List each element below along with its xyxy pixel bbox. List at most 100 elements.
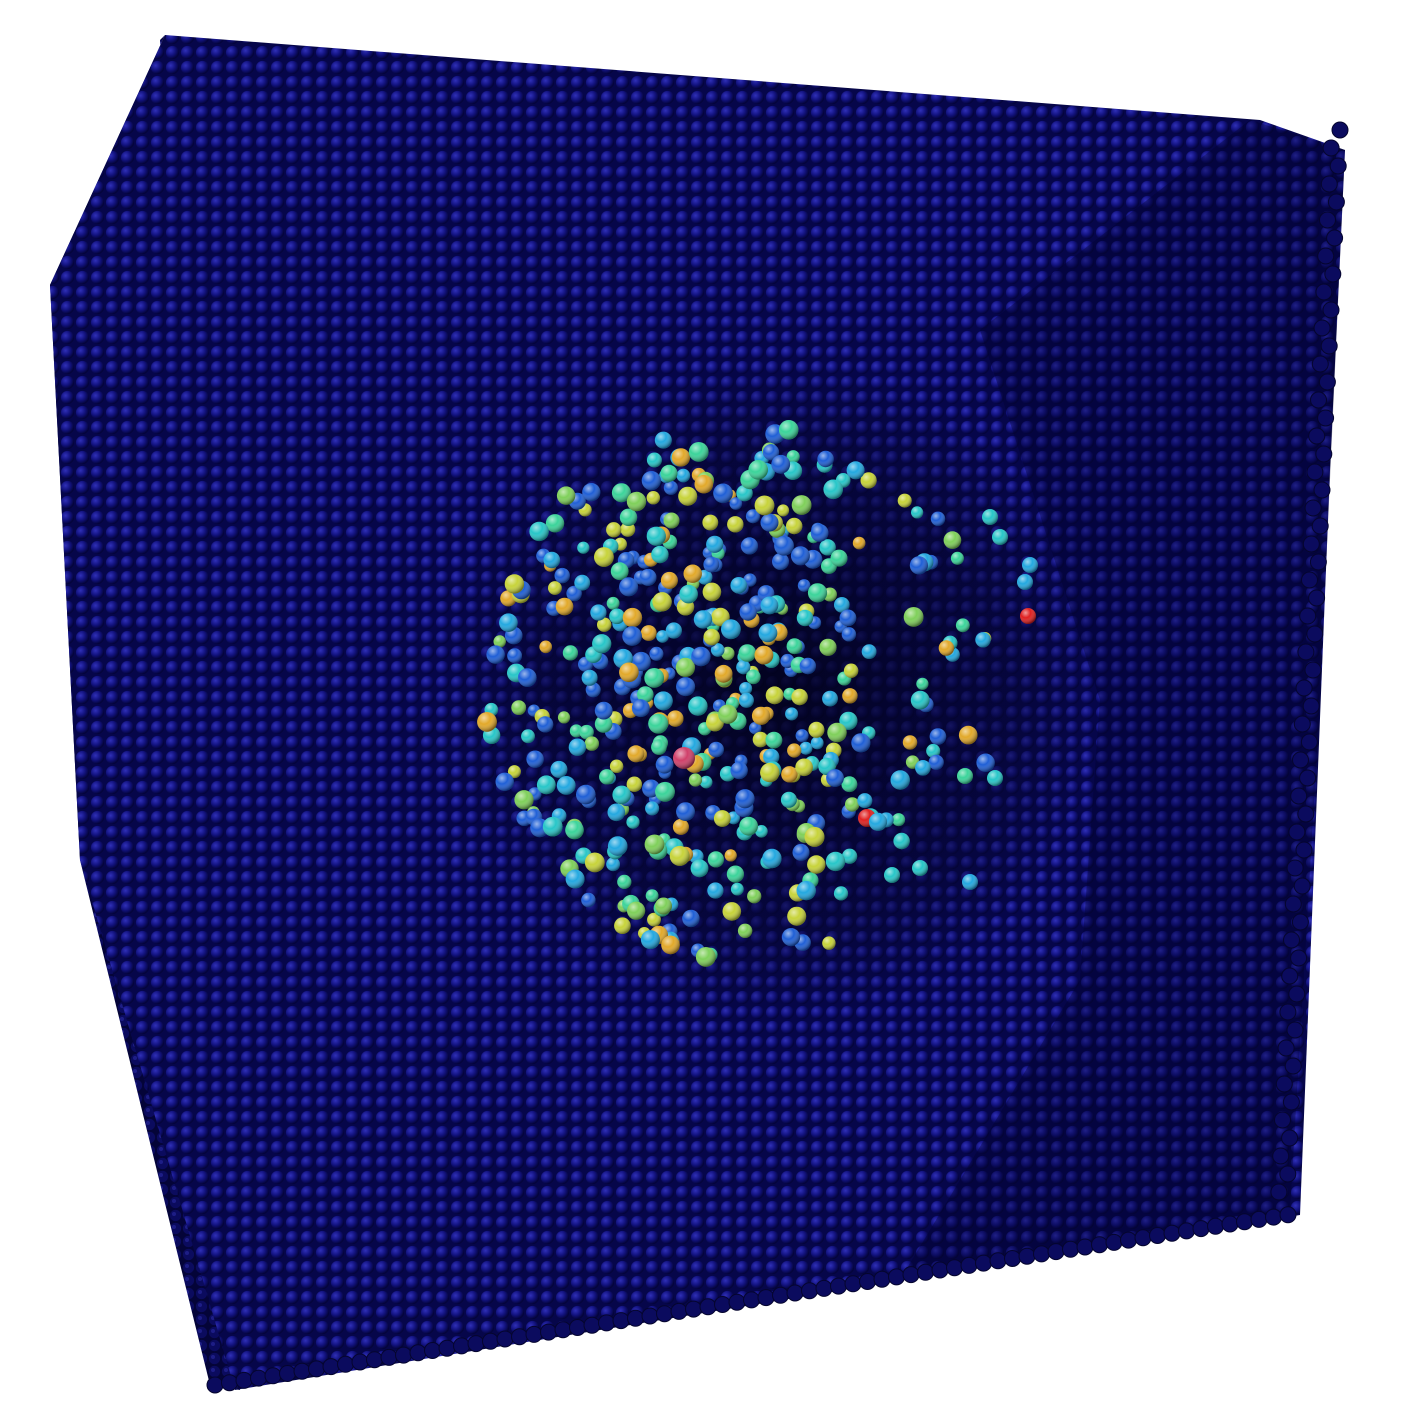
edge-atom: [308, 1360, 325, 1378]
cluster-atom: [667, 710, 684, 727]
edge-atom: [250, 1369, 267, 1387]
cluster-atom: [495, 772, 514, 791]
cluster-atom: [846, 461, 865, 480]
cluster-atom: [748, 460, 768, 480]
edge-atom: [1277, 1039, 1295, 1057]
cluster-atom: [691, 646, 711, 667]
edge-atom: [351, 1353, 369, 1371]
edge-atom: [1265, 1208, 1282, 1226]
cluster-atom: [852, 536, 866, 550]
cluster-atom: [584, 852, 605, 873]
cluster-atom: [521, 729, 535, 744]
cluster-atom: [890, 770, 910, 790]
cluster-atom: [612, 785, 631, 805]
cluster-atom: [539, 640, 552, 654]
edge-atom: [830, 1277, 847, 1295]
edge-atom: [1299, 769, 1317, 787]
cluster-atom: [639, 568, 657, 586]
lattice-right-bowl: [900, 120, 1345, 1280]
cluster-atom: [796, 609, 814, 627]
cluster-atom: [584, 736, 599, 751]
edge-atom: [598, 1314, 615, 1332]
cluster-atom: [730, 882, 744, 896]
edge-atom: [1279, 1165, 1297, 1183]
cluster-atom: [673, 747, 695, 769]
cluster-atom: [796, 880, 816, 901]
cluster-atom: [819, 638, 837, 656]
edge-atom: [569, 1319, 586, 1336]
lattice-edge-rows: [206, 121, 1349, 1394]
cluster-atom: [702, 514, 719, 531]
cluster-atom: [620, 522, 636, 537]
cluster-atom: [619, 577, 639, 597]
cluster-atom: [585, 682, 601, 698]
cluster-atom: [653, 691, 673, 711]
cluster-atom: [550, 760, 568, 778]
edge-atom: [1313, 481, 1331, 499]
edge-atom: [989, 1252, 1007, 1270]
edge-atom: [1329, 157, 1347, 175]
cluster-atom: [675, 657, 696, 678]
edge-atom: [1322, 139, 1340, 157]
cluster-atom: [654, 431, 672, 449]
edge-atom: [482, 1332, 499, 1350]
cluster-atom: [707, 882, 724, 899]
cluster-atom: [688, 773, 703, 787]
cluster-atom: [772, 553, 789, 570]
cluster-atom: [955, 618, 970, 633]
edge-atom: [873, 1270, 891, 1288]
cluster-atom: [554, 567, 570, 584]
edge-atom: [1309, 553, 1327, 571]
cluster-atom: [569, 724, 583, 738]
cluster-atom: [839, 711, 858, 730]
cluster-atom: [902, 735, 918, 750]
edge-atom: [685, 1300, 702, 1318]
cluster-atom: [594, 715, 613, 733]
cluster-atom: [504, 574, 525, 594]
cluster-atom: [804, 826, 825, 847]
edge-atom: [496, 1330, 514, 1348]
cluster-atoms: [477, 420, 1038, 967]
edge-atom: [1324, 265, 1342, 283]
cluster-atom: [661, 935, 680, 955]
cluster-atom: [897, 493, 912, 508]
cluster-atom: [637, 686, 654, 703]
cluster-atom: [565, 820, 584, 840]
cluster-atom: [857, 793, 873, 809]
cluster-atom: [751, 706, 771, 725]
edge-atom: [1281, 967, 1299, 985]
cluster-atom: [529, 521, 549, 542]
cluster-atom: [893, 832, 910, 850]
cluster-atom: [758, 623, 778, 643]
cluster-atom: [823, 479, 843, 500]
cluster-atom: [790, 546, 810, 566]
cluster-atom: [493, 635, 506, 648]
edge-atom: [757, 1289, 775, 1307]
edge-atom: [337, 1355, 354, 1373]
edge-atom: [931, 1261, 949, 1279]
cluster-atom: [792, 843, 810, 861]
edge-atom: [859, 1273, 876, 1290]
edge-atom: [728, 1293, 746, 1311]
edge-atom: [366, 1351, 383, 1369]
cluster-atom: [542, 816, 563, 837]
edge-atom: [1319, 211, 1336, 229]
cluster-atom: [507, 648, 522, 664]
cluster-atom: [787, 743, 802, 758]
edge-atom: [1149, 1227, 1166, 1244]
edge-atom: [1286, 1021, 1304, 1039]
edge-atom: [786, 1284, 804, 1302]
cluster-atom: [617, 874, 632, 890]
edge-atom: [1317, 247, 1335, 265]
cluster-atom: [738, 644, 757, 662]
cluster-atom: [833, 886, 849, 901]
cluster-atom: [718, 704, 738, 724]
cluster-atom: [737, 923, 753, 938]
cluster-atom: [607, 803, 626, 822]
cluster-atom: [795, 729, 809, 743]
cluster-atom: [774, 535, 794, 556]
cluster-atom: [592, 634, 612, 654]
cluster-atom: [807, 583, 828, 603]
cluster-atom: [842, 688, 858, 704]
